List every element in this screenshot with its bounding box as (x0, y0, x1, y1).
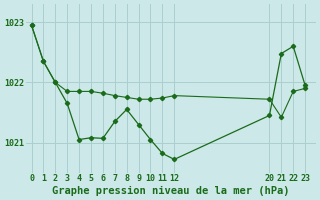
X-axis label: Graphe pression niveau de la mer (hPa): Graphe pression niveau de la mer (hPa) (52, 186, 290, 196)
